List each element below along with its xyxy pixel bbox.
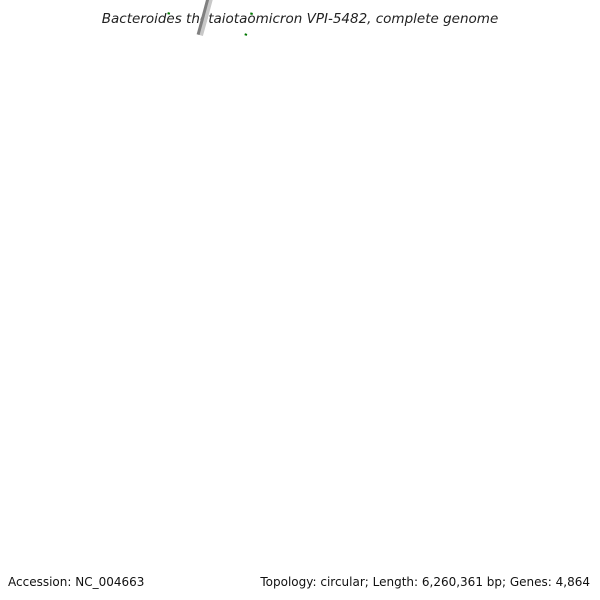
- map-title: Bacteroides thetaiotaomicron VPI-5482, c…: [102, 11, 499, 27]
- minor-tick: [250, 12, 253, 15]
- summary-text: Topology: circular; Length: 6,260,361 bp…: [259, 575, 590, 589]
- minor-tick: [244, 33, 248, 36]
- tick-marks: 4584 kbp4582 kbp4580 kbp4578 kbp4576 kbp…: [167, 12, 253, 36]
- accession-text: Accession: NC_004663: [8, 575, 144, 589]
- minor-tick: [167, 12, 171, 15]
